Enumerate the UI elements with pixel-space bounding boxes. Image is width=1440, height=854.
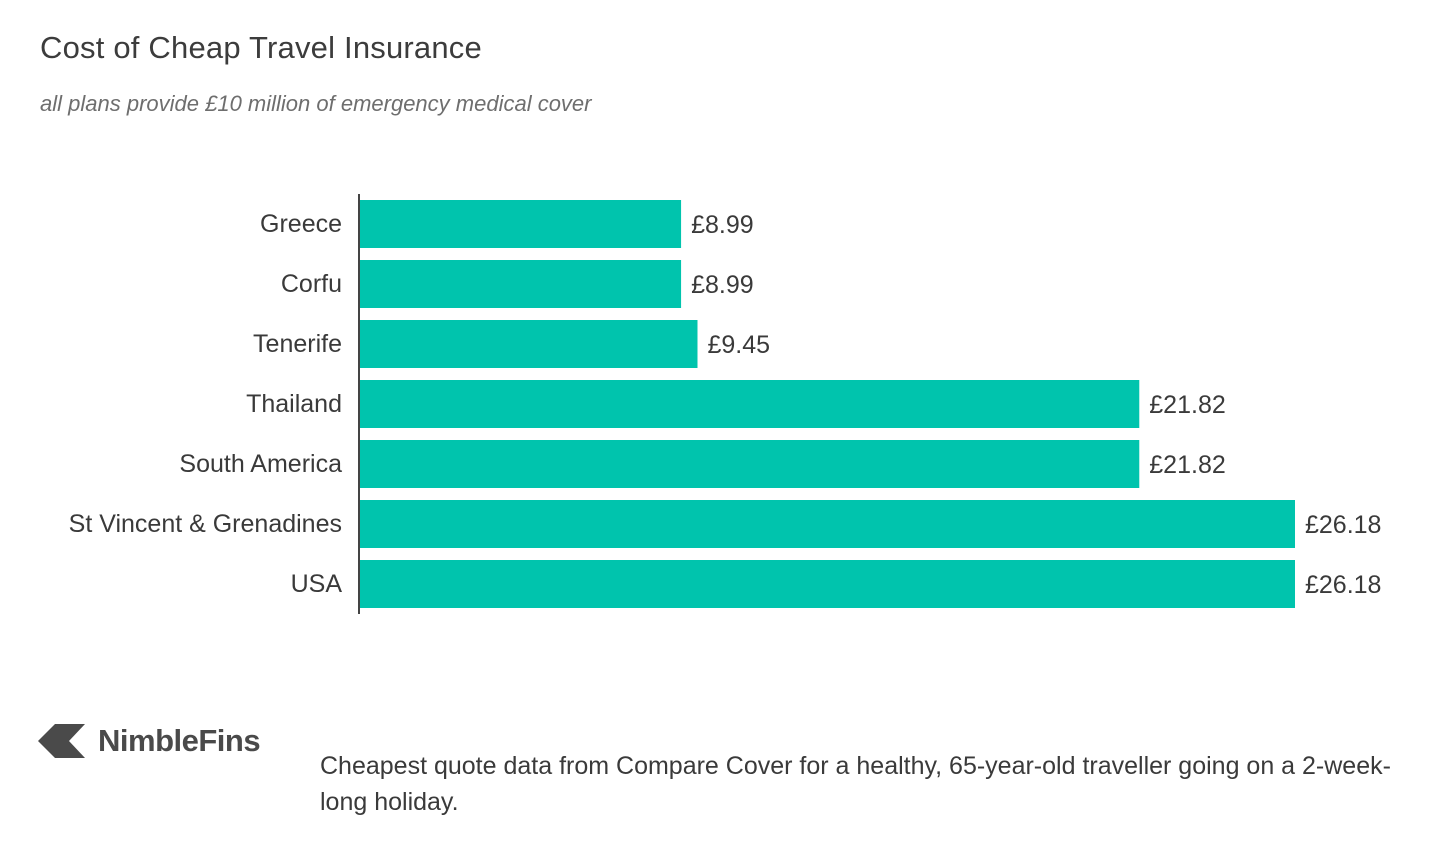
value-label: £21.82 [1149,391,1225,419]
category-label: Thailand [246,390,342,418]
chart-subtitle: all plans provide £10 million of emergen… [40,91,592,116]
chart-title: Cost of Cheap Travel Insurance [40,30,482,65]
bar-greece [360,200,682,248]
bar-st-vincent-grenadines [360,500,1295,548]
category-label: Corfu [281,270,342,298]
logo: NimbleFins [38,722,261,760]
category-label: St Vincent & Grenadines [69,510,342,538]
bar-tenerife [360,320,698,368]
value-label: £26.18 [1305,571,1381,599]
category-label: USA [291,570,343,598]
value-label: £8.99 [691,271,754,299]
bar-chart: Greece £8.99 Corfu £8.99 Tenerife £9.45 Thaila… [69,194,1381,614]
bar-corfu [360,260,682,308]
logo-text: NimbleFins [98,723,261,758]
category-label: Greece [260,210,342,238]
bars-layer: Greece £8.99 Corfu £8.99 Tenerife £9.45 Thaila… [69,200,1381,608]
value-label: £21.82 [1149,451,1225,479]
value-label: £9.45 [708,331,771,359]
category-label: South America [179,450,342,478]
bar-usa [360,560,1295,608]
footnote: Cheapest quote data from Compare Cover f… [320,752,1391,816]
value-label: £8.99 [691,211,754,239]
nimblefins-arrow-icon [38,724,85,758]
category-label: Tenerife [253,330,342,358]
bar-thailand [360,380,1140,428]
value-label: £26.18 [1305,511,1381,539]
bar-south-america [360,440,1140,488]
